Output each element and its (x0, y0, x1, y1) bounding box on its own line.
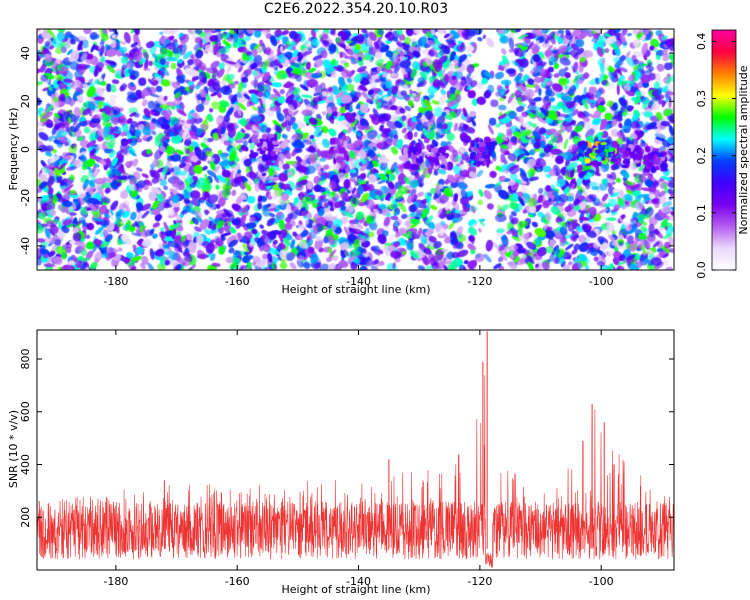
snr-y-tick-label: 400 (19, 454, 32, 475)
snr-x-tick-label: -180 (103, 575, 128, 588)
colorbar-label: Normalized spectral amplitude (737, 65, 750, 234)
spectrogram-x-tick-label: -120 (467, 275, 492, 288)
colorbar-tick-label: 0.4 (695, 33, 708, 51)
spectrogram-y-tick-label: 40 (19, 46, 32, 60)
spectrogram-x-tick-label: -100 (589, 275, 614, 288)
snr-x-axis-label: Height of straight line (km) (281, 583, 430, 596)
snr-frame (36, 329, 675, 571)
spectrogram-x-axis-label: Height of straight line (km) (281, 283, 430, 296)
colorbar-gradient (711, 29, 737, 271)
snr-panel: -180 -160 -140 -120 -100 200 400 600 800 Height … (7, 329, 675, 596)
snr-series (36, 331, 675, 568)
snr-y-tick-label: 800 (19, 349, 32, 370)
spectrogram-x-tick-label: -160 (225, 275, 250, 288)
spectrogram-x-tick-label: -140 (346, 275, 371, 288)
colorbar-ticks: 0.0 0.1 0.2 0.3 0.4 (695, 33, 736, 279)
spectrogram-y-axis-label: Frequency (Hz) (7, 108, 20, 191)
snr-line (36, 375, 675, 568)
spectrogram-panel: -180 -160 -140 -120 -100 -40 -20 0 20 40 Height o… (7, 28, 675, 296)
snr-y-tick-label: 200 (19, 507, 32, 528)
spectrogram-ticks: -180 -160 -140 -120 -100 -40 -20 0 20 40 (19, 29, 674, 288)
chart-title: C2E6.2022.354.20.10.R03 (263, 1, 449, 17)
spectrogram-image (37, 29, 674, 270)
snr-x-tick-label: -140 (346, 575, 371, 588)
colorbar-tick-label: 0.1 (695, 204, 708, 222)
snr-y-tick-label: 600 (19, 401, 32, 422)
spectrogram-y-tick-label: -40 (19, 237, 32, 255)
snr-y-axis-label: SNR (10 * v/v) (7, 410, 20, 488)
snr-x-tick-label: -160 (225, 575, 250, 588)
spectrogram-x-tick-label: -180 (103, 275, 128, 288)
spectrogram-y-tick-label: -20 (19, 189, 32, 207)
spectrogram-y-tick-label: 0 (19, 146, 32, 153)
colorbar-tick-label: 0.2 (695, 147, 708, 165)
snr-ticks: -180 -160 -140 -120 -100 200 400 600 800 (19, 330, 674, 588)
colorbar-tick-label: 0.3 (695, 90, 708, 108)
spectrogram-y-tick-label: 20 (19, 94, 32, 108)
colorbar-tick-label: 0.0 (695, 261, 708, 279)
snr-x-tick-label: -120 (467, 575, 492, 588)
snr-x-tick-label: -100 (589, 575, 614, 588)
colorbar: 0.0 0.1 0.2 0.3 0.4 Normalized spectral ampl… (695, 29, 750, 279)
